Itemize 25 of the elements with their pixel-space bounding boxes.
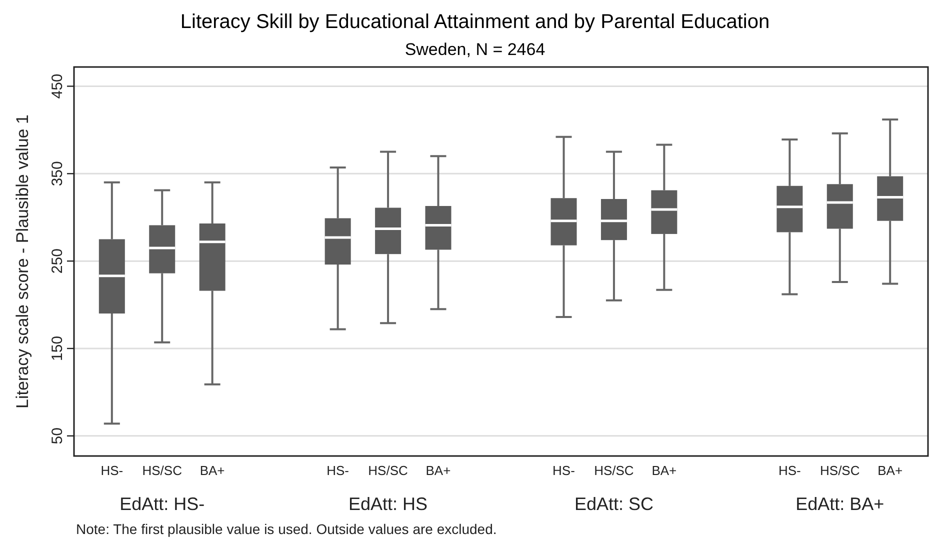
x-tick-label: HS/SC: [820, 463, 860, 478]
x-tick-label: BA+: [878, 463, 903, 478]
y-tick-label: 150: [49, 336, 66, 361]
x-tick-label: HS/SC: [594, 463, 634, 478]
text: EdAtt: HS: [348, 494, 428, 514]
x-tick-label: HS/SC: [368, 463, 408, 478]
text: EdAtt: SC: [574, 494, 654, 514]
text: EdAtt: HS-: [120, 494, 205, 514]
x-tick-label: BA+: [200, 463, 225, 478]
x-tick-label: HS-: [778, 463, 801, 478]
text: Note: The first plausible value is used. Outside values are excluded.: [76, 521, 497, 537]
y-tick-label: 250: [49, 248, 66, 274]
chart-title: Literacy Skill by Educational Attainment and by Parental Education: [180, 11, 770, 33]
x-tick-label: BA+: [426, 463, 451, 478]
x-tick-label: HS/SC: [142, 463, 182, 478]
x-tick-label: HS-: [552, 463, 575, 478]
chart-subtitle: Sweden, N = 2464: [404, 40, 546, 59]
y-axis-title: Literacy scale score - Plausible value 1: [13, 114, 32, 408]
x-tick-label: BA+: [652, 463, 677, 478]
text: EdAtt: BA+: [796, 494, 884, 514]
x-tick-label: HS-: [100, 463, 124, 478]
x-tick-label: HS-: [326, 463, 350, 478]
y-tick-label: 450: [49, 74, 66, 99]
y-tick-label: 50: [49, 428, 66, 444]
y-tick-label: 350: [49, 161, 66, 186]
